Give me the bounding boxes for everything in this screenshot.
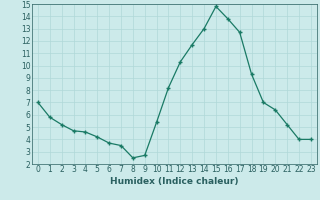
X-axis label: Humidex (Indice chaleur): Humidex (Indice chaleur) (110, 177, 239, 186)
